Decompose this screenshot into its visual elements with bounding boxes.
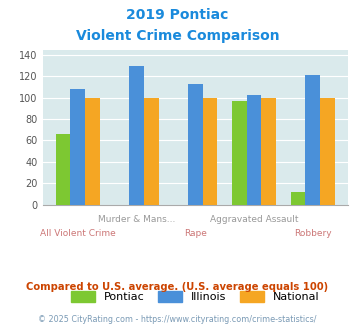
Legend: Pontiac, Illinois, National: Pontiac, Illinois, National [71,291,320,302]
Bar [144,98,159,205]
Text: All Violent Crime: All Violent Crime [40,229,116,238]
Bar [71,89,85,205]
Text: Murder & Mans...: Murder & Mans... [98,215,175,224]
Text: Violent Crime Comparison: Violent Crime Comparison [76,29,279,43]
Text: Aggravated Assault: Aggravated Assault [210,215,298,224]
Bar [320,98,335,205]
Text: Compared to U.S. average. (U.S. average equals 100): Compared to U.S. average. (U.S. average … [26,282,329,292]
Bar [56,134,71,205]
Bar [85,98,100,205]
Text: Rape: Rape [184,229,207,238]
Bar [247,95,261,205]
Bar [203,98,217,205]
Bar [291,192,305,205]
Bar [129,66,144,205]
Text: Robbery: Robbery [294,229,332,238]
Bar [261,98,276,205]
Bar [188,84,203,205]
Bar [232,101,247,205]
Text: 2019 Pontiac: 2019 Pontiac [126,8,229,22]
Bar [305,75,320,205]
Text: © 2025 CityRating.com - https://www.cityrating.com/crime-statistics/: © 2025 CityRating.com - https://www.city… [38,315,317,324]
